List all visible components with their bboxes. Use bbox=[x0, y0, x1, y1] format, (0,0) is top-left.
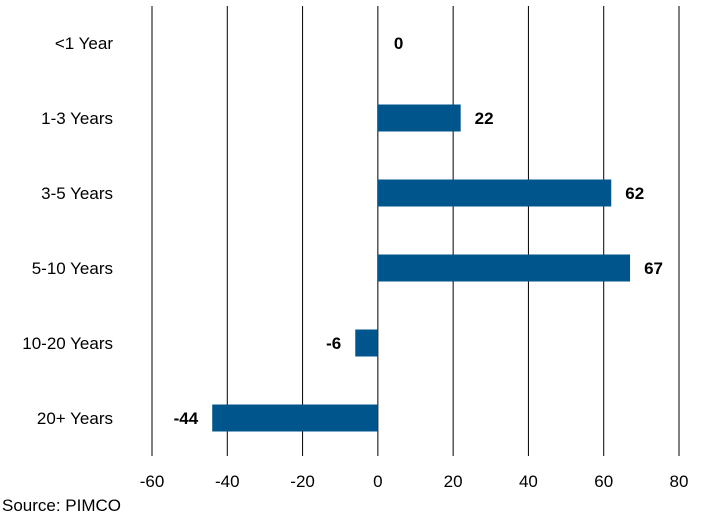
x-tick-label: -60 bbox=[140, 472, 165, 491]
category-labels: <1 Year 1-3 Years 3-5 Years 5-10 Years 10-20… bbox=[22, 34, 113, 428]
category-label: 10-20 Years bbox=[22, 334, 113, 353]
x-tick-label: 0 bbox=[373, 472, 382, 491]
bar bbox=[212, 404, 378, 432]
bars bbox=[212, 104, 631, 432]
bar bbox=[355, 329, 378, 357]
data-label: -6 bbox=[326, 334, 341, 353]
data-label: 0 bbox=[394, 34, 403, 53]
x-tick-label: 20 bbox=[444, 472, 463, 491]
source-note: Source: PIMCO bbox=[2, 496, 122, 515]
data-label: -44 bbox=[174, 409, 199, 428]
bar bbox=[377, 179, 612, 207]
category-label: <1 Year bbox=[55, 34, 113, 53]
bar bbox=[377, 254, 631, 282]
x-tick-label: -40 bbox=[215, 472, 240, 491]
category-label: 3-5 Years bbox=[41, 184, 113, 203]
bar bbox=[377, 104, 461, 132]
category-label: 1-3 Years bbox=[41, 109, 113, 128]
data-label: 67 bbox=[644, 259, 663, 278]
x-tick-label: 60 bbox=[594, 472, 613, 491]
x-tick-label: -20 bbox=[290, 472, 315, 491]
x-axis-tick-labels: -60 -40 -20 0 20 40 60 80 bbox=[140, 472, 689, 491]
gridlines bbox=[151, 6, 680, 456]
data-labels: 0 22 62 67 -6 -44 bbox=[174, 34, 663, 428]
data-label: 62 bbox=[625, 184, 644, 203]
data-label: 22 bbox=[475, 109, 494, 128]
category-label: 5-10 Years bbox=[32, 259, 113, 278]
x-tick-label: 80 bbox=[670, 472, 689, 491]
x-tick-label: 40 bbox=[519, 472, 538, 491]
category-label: 20+ Years bbox=[37, 409, 113, 428]
